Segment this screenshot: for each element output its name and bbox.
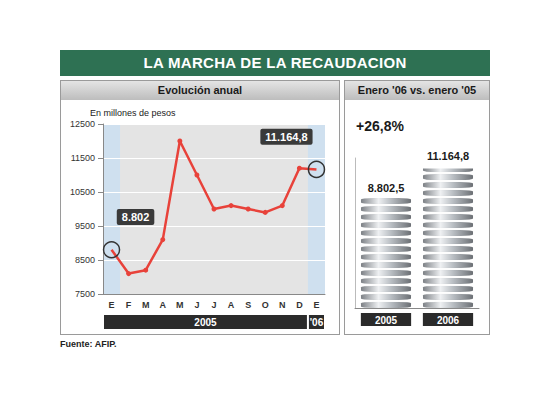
html-text:Fuente: AFIP.: Fuente: AFIP.	[60, 339, 117, 349]
svg-text:N: N	[279, 300, 286, 310]
svg-text:9500: 9500	[75, 221, 95, 231]
svg-text:E: E	[313, 300, 319, 310]
html-text:Evolución anual: Evolución anual	[157, 84, 243, 96]
svg-text:+26,8%: +26,8%	[356, 118, 404, 134]
html-text:LA MARCHA DE LA RECAUDACION: LA MARCHA DE LA RECAUDACION	[143, 54, 407, 71]
svg-text:2006: 2006	[437, 315, 460, 326]
svg-text:11500: 11500	[71, 153, 95, 163]
svg-text:12500: 12500	[70, 119, 95, 129]
svg-text:A: A	[228, 300, 235, 310]
svg-text:8.802: 8.802	[122, 211, 150, 223]
svg-text:11.164,8: 11.164,8	[427, 150, 469, 162]
svg-text:M: M	[176, 300, 184, 310]
svg-text:8.802,5: 8.802,5	[368, 182, 405, 194]
svg-text:En millones de pesos: En millones de pesos	[90, 108, 176, 118]
svg-text:10500: 10500	[70, 187, 95, 197]
svg-text:A: A	[160, 300, 167, 310]
svg-text:7500: 7500	[75, 289, 95, 299]
svg-text:J: J	[211, 300, 216, 310]
svg-text:E: E	[109, 300, 115, 310]
svg-text:F: F	[126, 300, 132, 310]
svg-text:S: S	[245, 300, 251, 310]
svg-text:8500: 8500	[75, 255, 95, 265]
svg-text:D: D	[296, 300, 303, 310]
svg-text:2005: 2005	[194, 317, 217, 328]
svg-text:O: O	[262, 300, 269, 310]
svg-text:'06: '06	[310, 317, 324, 328]
svg-text:J: J	[194, 300, 199, 310]
svg-text:M: M	[142, 300, 150, 310]
svg-text:11.164,8: 11.164,8	[265, 131, 307, 143]
html-text:Enero '06 vs. enero '05: Enero '06 vs. enero '05	[357, 84, 477, 96]
svg-text:2005: 2005	[375, 315, 398, 326]
